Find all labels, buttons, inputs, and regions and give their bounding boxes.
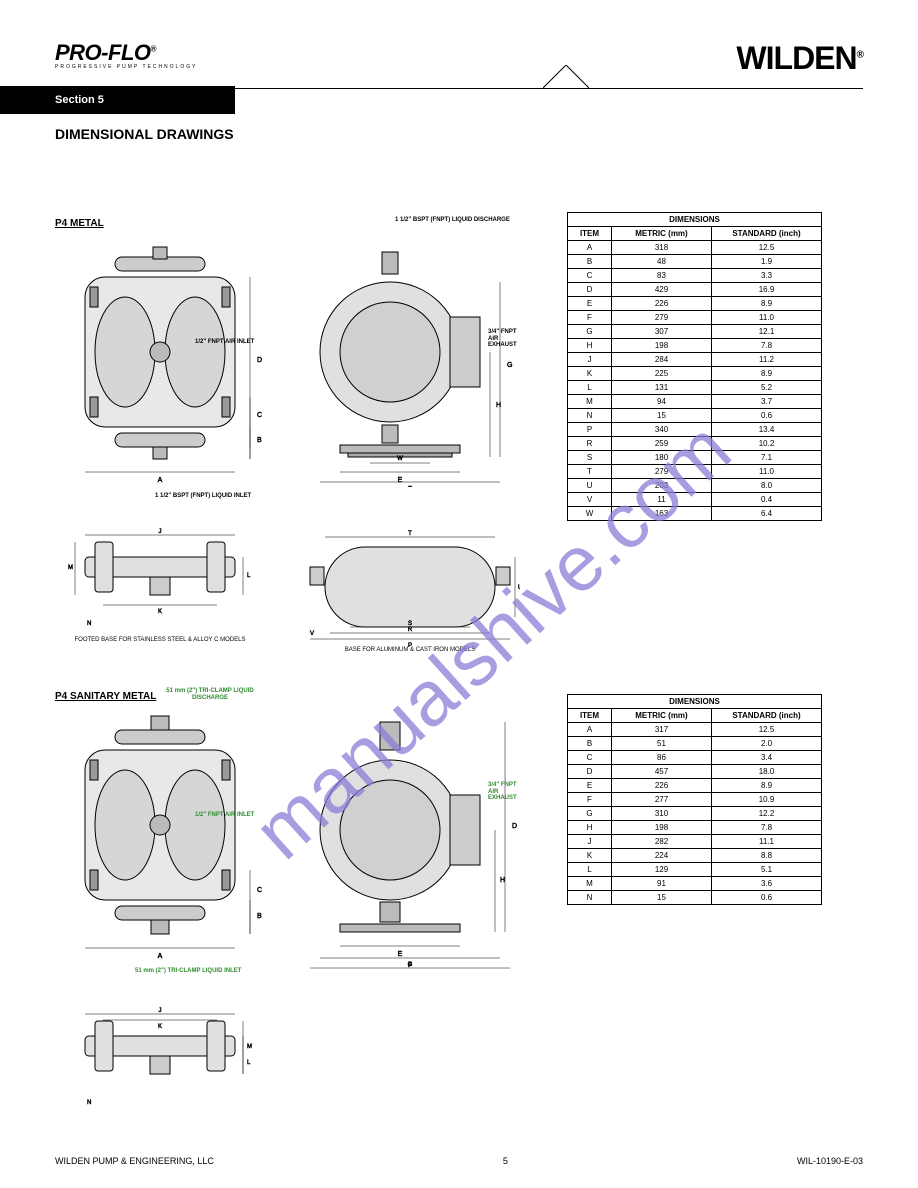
section-title: DIMENSIONAL DRAWINGS [55, 126, 863, 142]
svg-text:V: V [310, 631, 314, 637]
svg-text:B: B [257, 913, 262, 920]
svg-text:G: G [507, 362, 512, 369]
svg-text:A: A [158, 953, 163, 960]
table-b-title: DIMENSIONS [568, 695, 822, 709]
svg-text:F: F [408, 486, 412, 487]
svg-text:A: A [158, 477, 163, 484]
callout-a-air-exhaust: 3/4" FNPT AIR EXHAUST [488, 329, 520, 349]
brand-left-main: PRO-FLO [55, 40, 151, 65]
svg-text:G: G [408, 962, 413, 968]
svg-text:J: J [159, 1008, 162, 1014]
svg-text:D: D [512, 823, 517, 830]
footer-right: WIL-10190-E-03 [797, 1156, 863, 1166]
diagram-b-base: J K M L N [65, 1006, 255, 1116]
callout-a-discharge: 1 1/2" BSPT (FNPT) LIQUID DISCHARGE [395, 217, 510, 224]
footer-left: WILDEN PUMP & ENGINEERING, LLC [55, 1156, 214, 1166]
svg-text:L: L [247, 1060, 251, 1066]
svg-text:M: M [68, 565, 73, 571]
svg-text:C: C [257, 412, 262, 419]
brand-right-logo: WILDEN® [736, 40, 863, 77]
brand-left-reg: ® [151, 45, 156, 54]
svg-text:J: J [159, 529, 162, 535]
callout-a-liquid-inlet: 1 1/2" BSPT (FNPT) LIQUID INLET [155, 493, 251, 500]
brand-right-reg: ® [857, 49, 863, 60]
diagram-a-base-al: T P R S V U BASE FOR ALUMINUM & CAST IRO… [300, 527, 520, 654]
svg-text:L: L [247, 573, 251, 579]
diagram-b-front: 51 mm (2") TRI-CLAMP LIQUID DISCHARGE [55, 710, 265, 960]
svg-text:M: M [247, 1044, 252, 1050]
callout-b-air-inlet: 1/2" FNPT AIR INLET [195, 812, 254, 819]
svg-text:E: E [398, 951, 403, 958]
page-footer: WILDEN PUMP & ENGINEERING, LLC 5 WIL-101… [55, 1156, 863, 1166]
section-bar: Section 5 [0, 86, 235, 114]
svg-text:D: D [257, 357, 262, 364]
svg-text:N: N [87, 621, 91, 627]
callout-b-discharge: 51 mm (2") TRI-CLAMP LIQUID DISCHARGE [155, 688, 265, 701]
brand-left-logo: PRO-FLO® PROGRESSIVE PUMP TECHNOLOGY [55, 40, 197, 70]
caption-base-al: BASE FOR ALUMINUM & CAST IRON MODELS [300, 647, 520, 654]
svg-text:W: W [397, 456, 403, 462]
diagram-a-side: 1 1/2" BSPT (FNPT) LIQUID DISCHARGE G H [300, 237, 520, 487]
svg-text:B: B [257, 437, 262, 444]
diagram-a-front: A D B C 1/2" FNPT AIR INLET 1 1/2" BSPT … [55, 237, 265, 487]
svg-text:U: U [518, 585, 520, 591]
svg-text:H: H [500, 877, 505, 884]
svg-text:S: S [408, 621, 412, 627]
svg-text:K: K [158, 609, 162, 615]
brand-right-main: WILDEN [736, 40, 856, 76]
callout-b-air-exhaust: 3/4" FNPT AIR EXHAUST [488, 782, 520, 802]
table-a-title: DIMENSIONS [568, 213, 822, 227]
svg-text:T: T [408, 531, 412, 537]
callout-b-liquid-inlet: 51 mm (2") TRI-CLAMP LIQUID INLET [135, 968, 241, 975]
callout-a-air-inlet: 1/2" FNPT AIR INLET [195, 339, 254, 346]
diagram-a-base-ss: J K M L N FOOTED BASE FOR STAINLESS STEE… [65, 527, 255, 644]
svg-text:K: K [158, 1024, 162, 1030]
diagram-b-side: D H E F G 3/4" FNPT AIR EXHAUST [300, 710, 520, 970]
header-notch [543, 65, 589, 88]
footer-center: 5 [503, 1156, 508, 1166]
svg-text:E: E [398, 477, 403, 484]
svg-text:N: N [87, 1100, 91, 1106]
brand-left-sub: PROGRESSIVE PUMP TECHNOLOGY [55, 64, 197, 70]
svg-text:C: C [257, 887, 262, 894]
caption-base-ss: FOOTED BASE FOR STAINLESS STEEL & ALLOY … [65, 637, 255, 644]
svg-text:R: R [408, 627, 413, 633]
svg-text:H: H [496, 402, 501, 409]
